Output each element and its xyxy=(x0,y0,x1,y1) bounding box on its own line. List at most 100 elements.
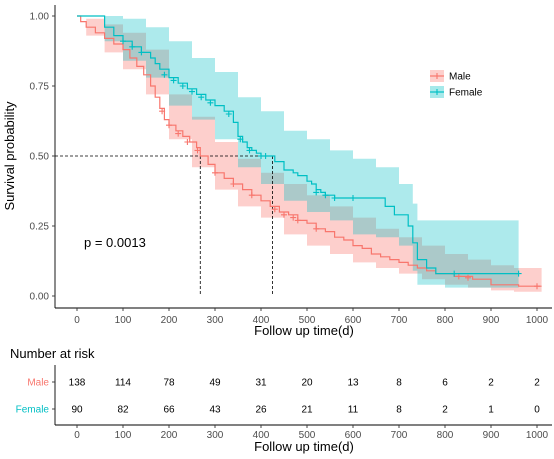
y-tick-label: 1.00 xyxy=(30,12,50,23)
risk-table-title: Number at risk xyxy=(10,346,95,361)
y-tick-label: 0.50 xyxy=(30,152,50,163)
censor-mark-male xyxy=(212,169,218,176)
censor-mark-male xyxy=(271,206,278,213)
risk-count-female: 90 xyxy=(71,405,83,416)
risk-x-axis-title: Follow up time(d) xyxy=(254,439,354,454)
risk-count-female: 1 xyxy=(488,405,494,416)
risk-x-tick-label: 1000 xyxy=(526,430,549,441)
censor-mark-female xyxy=(237,136,244,143)
censor-mark-female xyxy=(170,77,177,84)
risk-count-female: 66 xyxy=(163,405,175,416)
censor-mark-male xyxy=(194,147,201,154)
risk-count-female: 2 xyxy=(442,405,448,416)
risk-x-tick-label: 600 xyxy=(345,430,362,441)
x-tick-label: 1000 xyxy=(526,315,549,326)
risk-x-tick-label: 300 xyxy=(207,430,224,441)
legend-label-male: Male xyxy=(449,72,471,83)
risk-count-male: 2 xyxy=(534,378,540,389)
risk-count-male: 49 xyxy=(209,378,221,389)
censor-mark-female xyxy=(262,153,269,159)
risk-count-male: 2 xyxy=(488,378,494,389)
x-tick-label: 100 xyxy=(115,315,132,326)
risk-x-tick-label: 0 xyxy=(74,430,80,441)
censor-mark-female xyxy=(129,43,136,50)
censor-mark-female xyxy=(451,270,458,277)
risk-count-male: 78 xyxy=(163,378,175,389)
x-axis-title: Follow up time(d) xyxy=(254,323,354,338)
risk-x-tick-label: 900 xyxy=(483,430,500,441)
censor-mark-male xyxy=(159,108,166,115)
censor-mark-male xyxy=(175,130,182,137)
risk-count-male: 114 xyxy=(115,378,131,389)
risk-count-male: 6 xyxy=(442,378,448,389)
censor-mark-female xyxy=(331,195,338,201)
legend-label-female: Female xyxy=(449,88,483,99)
legend-key-mark-male xyxy=(434,73,440,79)
censor-mark-female xyxy=(246,147,253,154)
censor-mark-male xyxy=(290,214,297,221)
main-plot: 0.00 0.25 0.50 0.75 1.00 0 100 200 300 400 500 600 7… xyxy=(2,5,552,338)
risk-x-tick-label: 700 xyxy=(391,430,408,441)
x-tick-label: 0 xyxy=(74,315,80,326)
risk-count-male: 138 xyxy=(69,378,86,389)
risk-count-male: 20 xyxy=(301,378,313,389)
censor-mark-female xyxy=(225,111,232,117)
risk-count-male: 31 xyxy=(255,378,267,389)
censor-mark-female xyxy=(207,99,214,106)
survival-line-female xyxy=(77,15,519,275)
risk-x-tick-label: 100 xyxy=(115,430,132,441)
x-tick-label: 600 xyxy=(345,315,362,326)
censor-mark-female xyxy=(313,189,320,196)
censor-mark-male xyxy=(455,273,462,280)
y-tick-label: 0.00 xyxy=(30,292,50,303)
x-tick-label: 500 xyxy=(299,315,316,326)
censor-mark-female xyxy=(198,94,205,101)
y-tick-label: 0.75 xyxy=(30,82,50,93)
y-axis-title: Survival probability xyxy=(2,101,17,211)
x-tick-label: 400 xyxy=(253,315,270,326)
censor-mark-male xyxy=(294,217,301,224)
censor-mark-male xyxy=(281,211,287,218)
x-tick-label: 800 xyxy=(437,315,454,326)
censor-mark-male xyxy=(534,283,540,290)
censor-mark-female xyxy=(350,195,356,201)
x-tick-label: 300 xyxy=(207,315,224,326)
censor-mark-female xyxy=(161,71,168,78)
risk-x-tick-label: 200 xyxy=(161,430,178,441)
x-tick-label: 200 xyxy=(161,315,178,326)
risk-x-tick-label: 400 xyxy=(253,430,270,441)
censor-mark-male xyxy=(184,139,191,145)
p-value-annotation: p = 0.0013 xyxy=(84,235,146,250)
censor-mark-female xyxy=(120,38,126,45)
y-tick-label: 0.25 xyxy=(30,222,50,233)
risk-count-male: 8 xyxy=(396,378,402,389)
censor-mark-male xyxy=(230,181,237,187)
risk-count-female: 8 xyxy=(396,405,402,416)
risk-count-female: 43 xyxy=(209,405,221,416)
censor-mark-female xyxy=(515,270,522,277)
risk-count-female: 11 xyxy=(348,405,359,416)
risk-count-female: 82 xyxy=(117,405,129,416)
censor-mark-male xyxy=(166,122,172,129)
risk-count-female: 0 xyxy=(534,405,540,416)
risk-count-male: 13 xyxy=(347,378,359,389)
x-tick-label: 700 xyxy=(391,315,408,326)
censor-mark-male xyxy=(313,225,320,232)
risk-row-label-female: Female xyxy=(16,405,50,416)
censor-mark-female xyxy=(189,88,195,95)
risk-count-female: 21 xyxy=(301,405,313,416)
risk-count-female: 26 xyxy=(255,405,267,416)
censor-mark-male xyxy=(465,274,471,281)
risk-x-tick-label: 500 xyxy=(299,430,316,441)
censor-mark-female xyxy=(138,49,145,56)
risk-row-label-male: Male xyxy=(27,378,49,389)
risk-x-tick-label: 800 xyxy=(437,430,454,441)
censor-mark-female xyxy=(322,192,329,199)
censor-mark-male xyxy=(248,192,255,199)
censor-mark-female xyxy=(179,83,186,89)
x-tick-label: 900 xyxy=(483,315,500,326)
legend-key-mark-female xyxy=(434,89,440,95)
